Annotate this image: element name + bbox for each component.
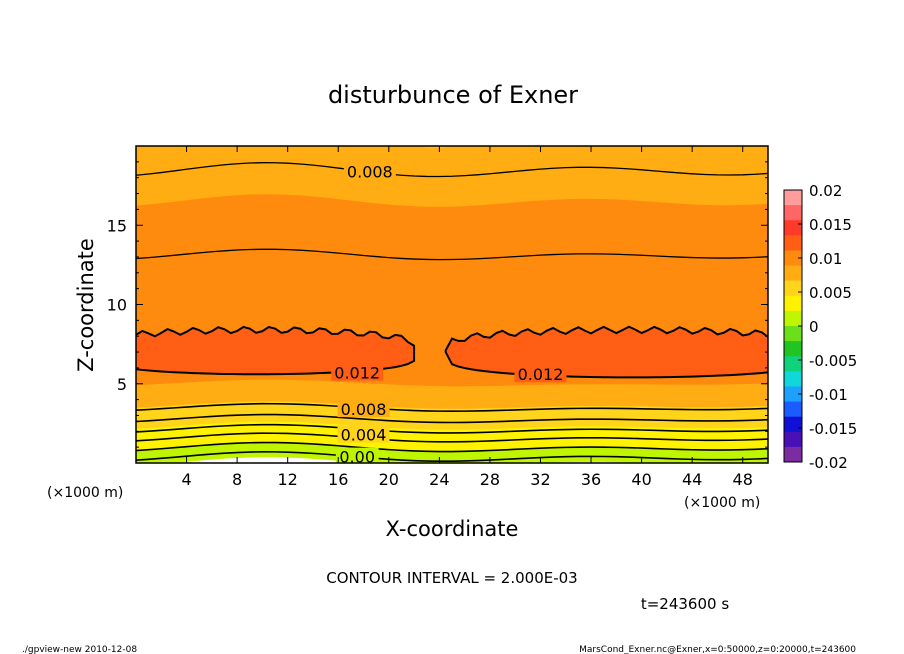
contour-label-text: 0.008 — [347, 162, 393, 181]
contour-label-text: 0.008 — [341, 400, 387, 419]
colorbar-swatch — [784, 295, 802, 312]
contour-label-bg — [514, 365, 567, 383]
x-axis-ticks: 4 8 12 16 20 24 28 32 36 40 44 48 — [181, 146, 753, 489]
colorbar-swatch — [784, 401, 802, 418]
contour-band — [136, 146, 768, 179]
contour-label-bg — [331, 363, 384, 381]
contour-line — [136, 413, 768, 424]
y-axis-label: Z-coordinate — [74, 238, 98, 372]
colorbar-tick-label: -0.005 — [809, 352, 857, 370]
contour-label-bg — [337, 425, 390, 443]
x-tick-label: 40 — [631, 470, 651, 489]
plot-area: 0.008 0.012 0.012 0.008 0.004 0.00 — [136, 146, 768, 467]
x-axis-label: X-coordinate — [386, 517, 519, 541]
chart-title: disturbunce of Exner — [328, 81, 578, 109]
contour-label: 0.012 — [331, 363, 384, 383]
colorbar-tick-label: -0.01 — [809, 386, 848, 404]
contour-line — [136, 162, 768, 178]
colorbar-swatch — [784, 446, 802, 463]
colorbar-tick-label: 0.015 — [809, 216, 852, 234]
colorbar-swatch — [784, 265, 802, 282]
colorbar-swatch — [784, 310, 802, 327]
y-axis-unit: (×1000 m) — [47, 485, 123, 501]
y-axis-ticks: 5 10 15 — [107, 161, 768, 448]
colorbar-tick-label: 0 — [809, 318, 819, 336]
contour-label-text: 0.004 — [341, 425, 387, 444]
contour-core-0.012 — [136, 325, 416, 376]
contour-line — [136, 248, 768, 261]
colorbar-swatch — [784, 341, 802, 357]
colorbar-swatch — [784, 356, 802, 372]
contour-label: 0.012 — [514, 365, 567, 384]
contour-line — [136, 441, 768, 453]
contour-label-bg — [343, 162, 396, 180]
contour-band — [136, 242, 768, 316]
footer-right: MarsCond_Exner.nc@Exner,x=0:50000,z=0:20… — [579, 645, 856, 654]
x-tick-label: 32 — [530, 470, 550, 489]
contour-label: 0.008 — [337, 400, 390, 419]
colorbar-tick-label: -0.015 — [809, 420, 857, 438]
x-axis-unit: (×1000 m) — [684, 495, 760, 511]
x-tick-label: 8 — [232, 470, 242, 489]
contour-label: 0.008 — [343, 162, 396, 181]
colorbar-swatch — [784, 416, 802, 433]
x-tick-label: 12 — [278, 470, 298, 489]
contour-core-0.012 — [444, 325, 768, 379]
colorbar-swatch — [784, 220, 802, 236]
x-tick-label: 48 — [733, 470, 753, 489]
contour-label-text: 0.00 — [339, 448, 375, 467]
colorbar-swatch — [784, 431, 802, 448]
contour-interval: CONTOUR INTERVAL = 2.000E-03 — [326, 569, 577, 587]
colorbar-swatch — [784, 250, 802, 267]
contour-label-text: 0.012 — [518, 365, 564, 384]
colorbar-swatch — [784, 190, 802, 206]
colorbar-tick-label: 0.01 — [809, 250, 842, 268]
contour-band — [136, 160, 768, 207]
contour-line — [136, 432, 768, 443]
y-tick-label: 15 — [107, 216, 127, 235]
x-tick-label: 28 — [480, 470, 500, 489]
y-tick-label: 5 — [117, 375, 127, 394]
contour-line — [136, 451, 768, 463]
footer-left: ./gpview-new 2010-12-08 — [22, 645, 137, 654]
x-tick-label: 24 — [429, 470, 449, 489]
colorbar-swatch — [784, 205, 802, 221]
colorbar-tick-label: -0.02 — [809, 454, 848, 472]
contour-label-text: 0.012 — [334, 364, 380, 383]
contour-line — [136, 423, 768, 434]
contour-label-bg — [337, 400, 390, 418]
contour-line — [136, 402, 768, 412]
colorbar-swatch — [784, 280, 802, 297]
x-tick-label: 36 — [581, 470, 601, 489]
y-tick-label: 10 — [107, 296, 127, 315]
contour-label-bg — [335, 447, 379, 463]
colorbar: 0.02 0.015 0.01 0.005 0 -0.005 -0.01 -0.015 -0.0… — [783, 182, 857, 472]
colorbar-tick-label: 0.005 — [809, 284, 852, 302]
contour-label: 0.00 — [335, 447, 379, 467]
x-tick-label: 4 — [181, 470, 191, 489]
colorbar-swatch — [784, 235, 802, 251]
contour-band — [136, 189, 768, 259]
colorbar-swatch — [784, 386, 802, 403]
x-tick-label: 20 — [379, 470, 399, 489]
colorbar-swatch — [784, 371, 802, 387]
x-tick-label: 44 — [682, 470, 702, 489]
contour-label: 0.004 — [337, 425, 390, 444]
time-stamp: t=243600 s — [641, 595, 729, 613]
x-tick-label: 16 — [328, 470, 348, 489]
colorbar-swatch — [784, 326, 802, 342]
colorbar-tick-label: 0.02 — [809, 182, 842, 200]
